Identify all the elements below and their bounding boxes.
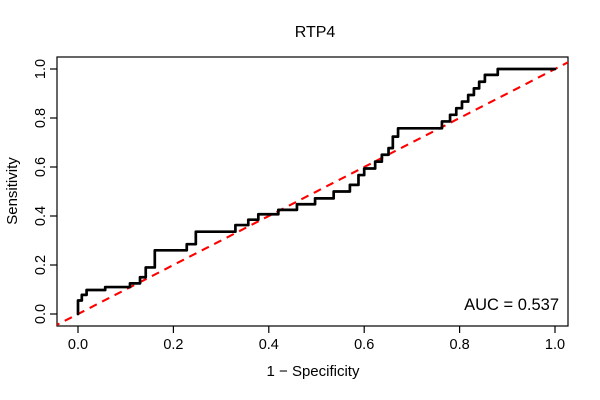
y-tick-label: 0.8 bbox=[33, 108, 49, 128]
y-tick-label: 0.0 bbox=[33, 304, 49, 324]
y-axis-ticks: 0.0 0.2 0.4 0.6 0.8 1.0 bbox=[33, 59, 57, 324]
x-axis-ticks: 0.0 0.2 0.4 0.6 0.8 1.0 bbox=[68, 326, 565, 353]
x-tick-label: 0.4 bbox=[259, 337, 279, 353]
y-tick-label: 0.4 bbox=[33, 206, 49, 226]
y-tick-label: 0.6 bbox=[33, 157, 49, 177]
x-axis-label: 1 − Specificity bbox=[267, 363, 360, 380]
chance-diagonal-line bbox=[57, 61, 568, 326]
auc-annotation: AUC = 0.537 bbox=[464, 296, 559, 314]
chart-title: RTP4 bbox=[295, 24, 336, 41]
x-tick-label: 0.2 bbox=[163, 337, 183, 353]
y-tick-label: 0.2 bbox=[33, 255, 49, 275]
x-tick-label: 1.0 bbox=[545, 337, 565, 353]
plot-box-border bbox=[56, 56, 569, 327]
x-tick-label: 0.0 bbox=[68, 337, 88, 353]
roc-curve-line bbox=[76, 67, 557, 316]
x-tick-label: 0.6 bbox=[354, 337, 374, 353]
y-axis-label: Sensitivity bbox=[4, 157, 21, 225]
x-tick-label: 0.8 bbox=[450, 337, 470, 353]
y-tick-label: 1.0 bbox=[33, 59, 49, 79]
